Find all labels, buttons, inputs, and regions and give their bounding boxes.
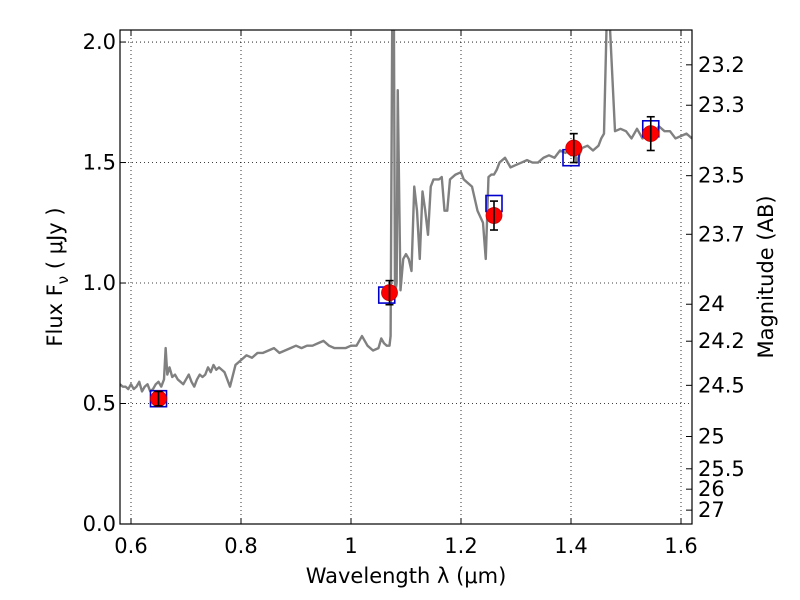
y2-tick-label: 25.5 xyxy=(698,457,745,481)
x-tick-label: 1 xyxy=(344,534,357,558)
y2-axis-label: Magnitude (AB) xyxy=(754,195,778,358)
y2-tick-label: 26 xyxy=(698,477,725,501)
y-tick-label: 2.0 xyxy=(83,30,116,54)
markers xyxy=(149,115,660,408)
y-tick-label: 0.5 xyxy=(83,392,116,416)
y-tick-label: 1.0 xyxy=(83,271,116,295)
y2-tick-label: 23.7 xyxy=(698,222,745,246)
y2-tick-label: 23.2 xyxy=(698,53,745,77)
y2-tick-label: 27 xyxy=(698,498,725,522)
ticks: 0.6 0.8 1 1.2 1.4 1.6 0.0 0.5 1.0 1.5 2.0 23.2 23.3 2… xyxy=(83,30,745,558)
y-tick-label: 0.0 xyxy=(83,512,116,536)
y2-tick-label: 24 xyxy=(698,292,725,316)
y2-tick-label: 24.2 xyxy=(698,329,745,353)
plot-frame xyxy=(119,29,693,525)
y-tick-label: 1.5 xyxy=(83,151,116,175)
x-tick-label: 1.2 xyxy=(444,534,477,558)
y2-tick-label: 24.5 xyxy=(698,373,745,397)
y-axis-label: Flux Fν ( μJy ) xyxy=(43,207,72,346)
x-tick-label: 1.6 xyxy=(664,534,697,558)
y2-tick-label: 23.3 xyxy=(698,93,745,117)
x-tick-label: 0.6 xyxy=(114,534,147,558)
x-axis-label: Wavelength λ (μm) xyxy=(306,564,507,588)
x-tick-label: 1.4 xyxy=(554,534,587,558)
x-tick-label: 0.8 xyxy=(224,534,257,558)
y2-tick-label: 23.5 xyxy=(698,164,745,188)
y2-tick-label: 25 xyxy=(698,425,725,449)
